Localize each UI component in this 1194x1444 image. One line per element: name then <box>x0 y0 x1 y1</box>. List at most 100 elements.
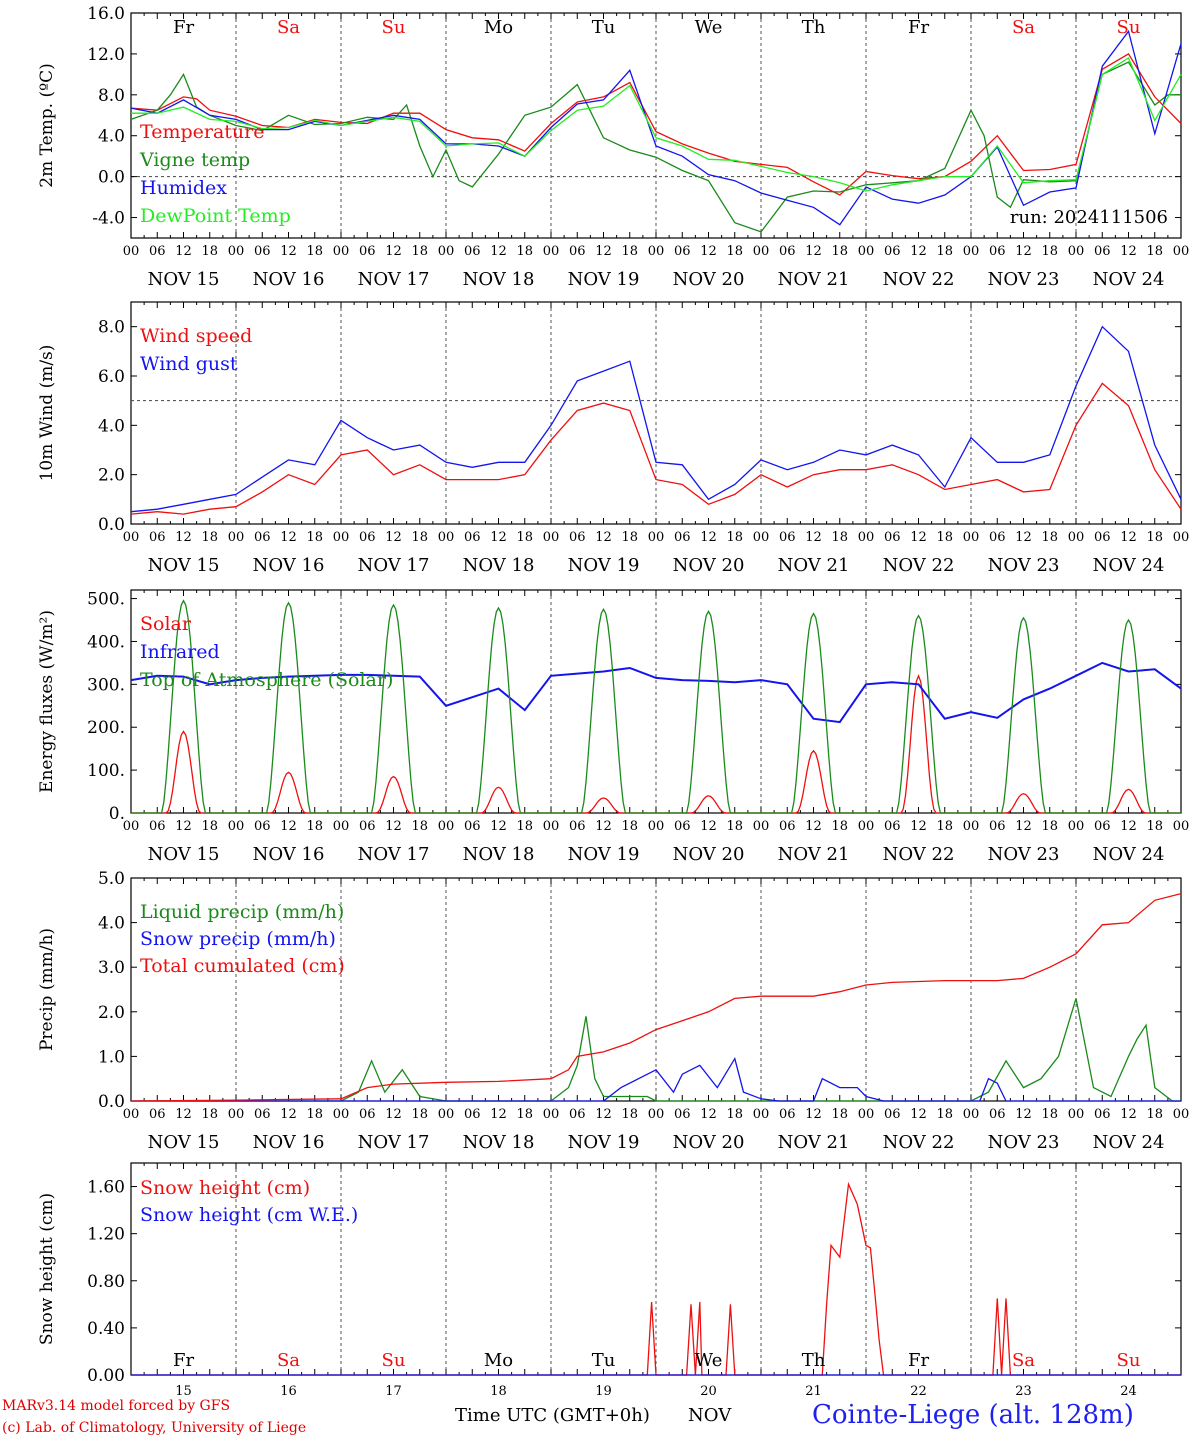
weekday-label: Su <box>1117 1350 1141 1371</box>
panel-1 <box>130 12 1182 239</box>
hour-tick-label: 06 <box>989 819 1006 834</box>
day-number-label: 23 <box>1015 1384 1032 1399</box>
series-line-blue <box>130 325 1182 513</box>
y-tick-label: 0.40 <box>87 1319 125 1339</box>
hour-tick-label: 06 <box>569 1107 586 1122</box>
legend-label: Wind gust <box>140 353 238 375</box>
y-axis-label: 2m Temp. (ºC) <box>37 63 57 188</box>
y-tick-label: 0.0 <box>98 515 125 535</box>
hour-tick-label: 06 <box>1094 1107 1111 1122</box>
hour-tick-label: 06 <box>254 244 271 259</box>
hour-tick-label: 00 <box>228 530 245 545</box>
weekday-label: We <box>695 1350 723 1371</box>
hour-tick-label: 12 <box>1120 1107 1137 1122</box>
hour-tick-label: 18 <box>1146 244 1163 259</box>
date-label: NOV 22 <box>883 844 955 865</box>
hour-tick-label: 00 <box>123 1107 140 1122</box>
hour-tick-label: 00 <box>963 244 980 259</box>
y-tick-label: 0.80 <box>87 1272 125 1292</box>
hour-tick-label: 06 <box>779 1107 796 1122</box>
series-line-red <box>130 892 1182 1102</box>
hour-tick-label: 00 <box>333 819 350 834</box>
hour-tick-label: 18 <box>831 819 848 834</box>
hour-tick-label: 00 <box>963 1107 980 1122</box>
hour-tick-label: 18 <box>411 819 428 834</box>
hour-tick-label: 06 <box>884 530 901 545</box>
hour-tick-label: 00 <box>543 1107 560 1122</box>
date-label: NOV 23 <box>988 844 1060 865</box>
legend-label: Snow height (cm W.E.) <box>140 1204 358 1226</box>
date-label: NOV 22 <box>883 269 955 290</box>
hour-tick-label: 06 <box>359 244 376 259</box>
panel-3 <box>130 589 1182 814</box>
hour-tick-label: 00 <box>333 1107 350 1122</box>
hour-tick-label: 18 <box>306 530 323 545</box>
weekday-label: Tu <box>592 1350 616 1371</box>
hour-tick-label: 18 <box>1041 244 1058 259</box>
hour-tick-label: 12 <box>700 244 717 259</box>
y-tick-label: 1.0 <box>98 1047 125 1067</box>
y-axis-label: Precip (mm/h) <box>37 928 57 1051</box>
hour-tick-label: 18 <box>726 530 743 545</box>
hour-tick-label: 06 <box>1094 819 1111 834</box>
y-tick-label: 3.0 <box>98 958 125 978</box>
hour-tick-label: 12 <box>1015 244 1032 259</box>
hour-tick-label: 18 <box>1146 530 1163 545</box>
hour-tick-label: 06 <box>779 530 796 545</box>
x-axis-title: Time UTC (GMT+0h) <box>455 1405 650 1426</box>
y-tick-label: 4.0 <box>98 914 125 934</box>
hour-tick-label: 18 <box>831 244 848 259</box>
hour-tick-label: 06 <box>989 244 1006 259</box>
day-number-label: 16 <box>280 1384 297 1399</box>
hour-tick-label: 00 <box>438 819 455 834</box>
hour-tick-label: 00 <box>963 819 980 834</box>
hour-tick-label: 00 <box>1068 1107 1085 1122</box>
legend-label: Top of Atmosphere (Solar) <box>140 669 393 691</box>
hour-tick-label: 06 <box>149 1107 166 1122</box>
hour-tick-label: 18 <box>201 819 218 834</box>
hour-tick-label: 00 <box>333 530 350 545</box>
legend-label: Snow height (cm) <box>140 1177 310 1199</box>
hour-tick-label: 18 <box>621 819 638 834</box>
hour-tick-label: 18 <box>516 819 533 834</box>
lab-credit: (c) Lab. of Climatology, University of L… <box>2 1420 307 1436</box>
hour-tick-label: 00 <box>1068 819 1085 834</box>
y-tick-label: 1.60 <box>87 1178 125 1198</box>
hour-tick-label: 00 <box>438 1107 455 1122</box>
hour-tick-label: 00 <box>858 244 875 259</box>
hour-tick-label: 06 <box>674 530 691 545</box>
hour-tick-label: 12 <box>385 244 402 259</box>
series-line-red <box>131 673 1181 814</box>
weekday-label: Fr <box>173 17 194 38</box>
hour-tick-label: 12 <box>595 244 612 259</box>
weekday-label: Fr <box>908 1350 929 1371</box>
hour-tick-label: 18 <box>306 819 323 834</box>
weekday-label: Sa <box>1012 1350 1035 1371</box>
date-label: NOV 16 <box>253 269 325 290</box>
y-tick-label: 0.0 <box>98 168 125 188</box>
hour-tick-label: 06 <box>674 819 691 834</box>
hour-tick-label: 00 <box>543 819 560 834</box>
date-label: NOV 20 <box>673 269 745 290</box>
hour-tick-label: 00 <box>123 244 140 259</box>
legend-label: Snow precip (mm/h) <box>140 928 336 950</box>
weekday-label: Mo <box>484 17 513 38</box>
hour-tick-label: 06 <box>569 244 586 259</box>
y-tick-label: 8.0 <box>98 318 125 338</box>
hour-tick-label: 18 <box>1146 1107 1163 1122</box>
hour-tick-label: 00 <box>753 819 770 834</box>
date-label: NOV 20 <box>673 1132 745 1153</box>
hour-tick-label: 12 <box>280 1107 297 1122</box>
y-tick-label: 8.0 <box>98 86 125 106</box>
day-number-label: 22 <box>910 1384 927 1399</box>
weekday-label: Sa <box>1012 17 1035 38</box>
hour-tick-label: 12 <box>385 530 402 545</box>
y-tick-label: 12.0 <box>87 45 125 65</box>
hour-tick-label: 12 <box>595 1107 612 1122</box>
series-line-blue <box>130 661 1182 724</box>
hour-tick-label: 00 <box>648 1107 665 1122</box>
date-label: NOV 23 <box>988 555 1060 576</box>
hour-tick-label: 12 <box>700 819 717 834</box>
y-tick-label: 400. <box>87 632 125 652</box>
hour-tick-label: 12 <box>280 244 297 259</box>
